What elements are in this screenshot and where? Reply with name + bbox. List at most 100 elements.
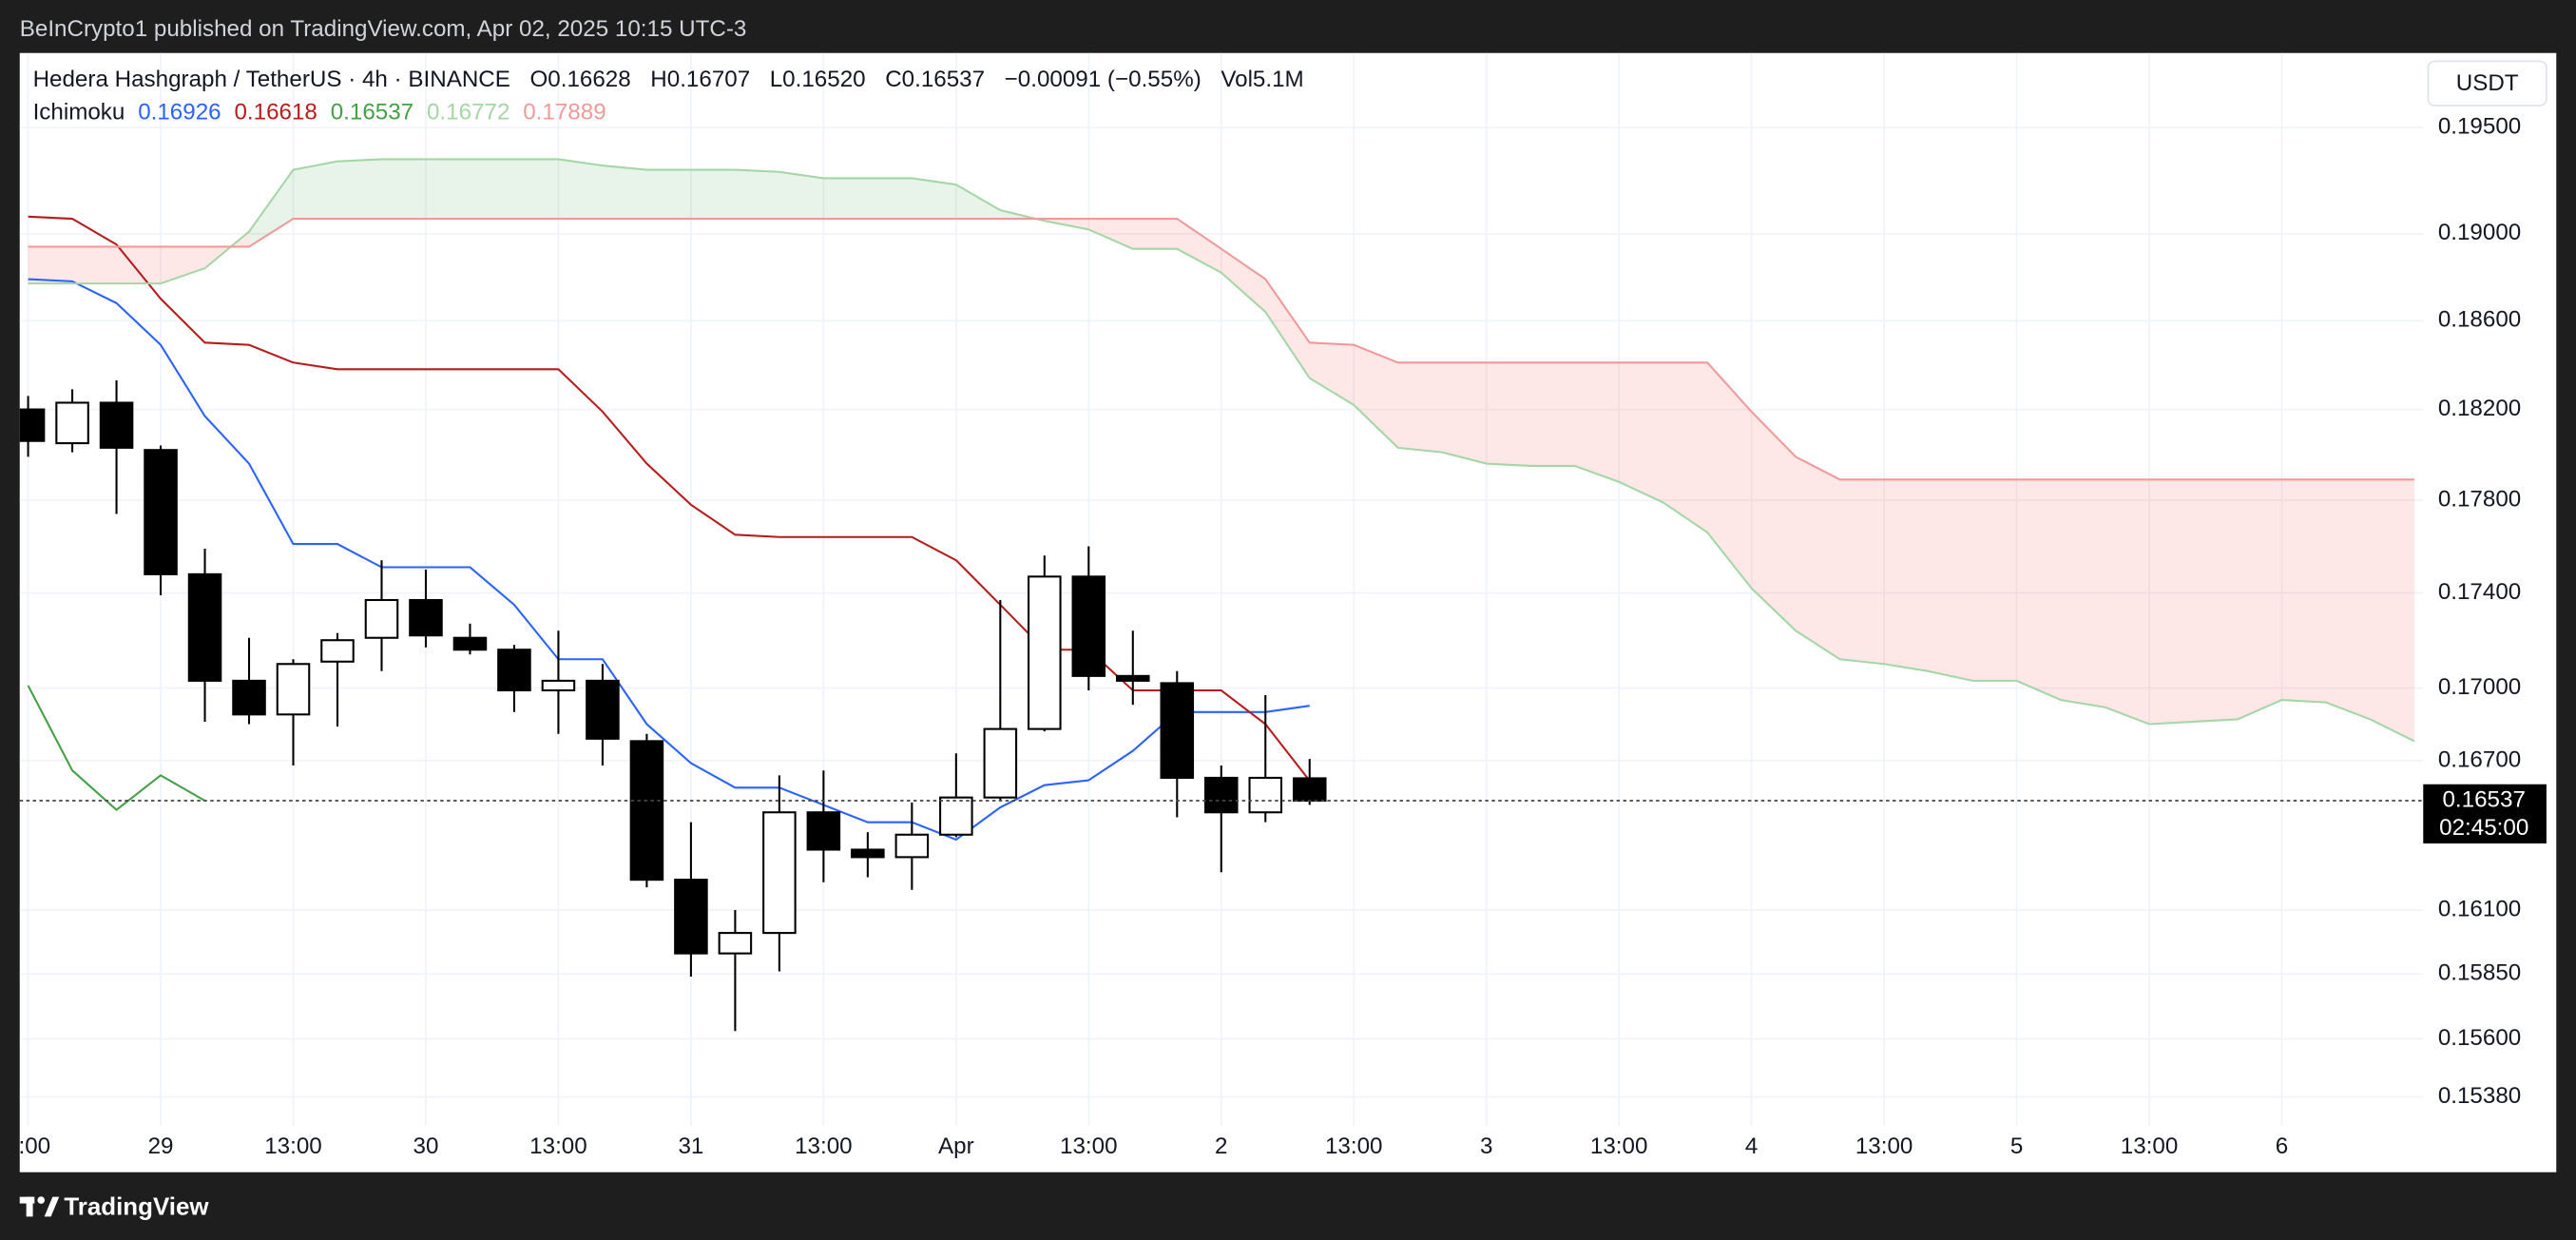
cloud-segment [1221,248,1266,312]
x-tick-label: 13:00 [264,1133,322,1159]
cloud-segment [1309,342,1355,405]
x-tick-label: 3 [1480,1133,1492,1159]
currency-box[interactable] [2427,60,2547,107]
candle-body [187,572,222,682]
cloud-segment [602,165,647,220]
x-tick-label: 3:00 [6,1133,50,1159]
cloud-segment [690,169,736,220]
cloud-segment [1177,219,1221,273]
indicator-name: Ichimoku [33,100,125,126]
candle-body [1248,776,1283,814]
candle-body [144,449,178,575]
cloud-segment [1132,219,1178,249]
cloud-segment [336,159,382,220]
y-tick-label: 0.15600 [2438,1025,2521,1051]
y-tick-label: 0.19500 [2438,114,2521,140]
y-tick-label: 0.17800 [2438,486,2521,512]
cloud-segment [2238,479,2282,720]
footer-brand: TradingView [64,1194,209,1221]
candle-body [718,932,753,955]
x-tick-label: 2 [1215,1133,1227,1159]
cloud-segment [381,159,426,220]
candle-body [1160,682,1195,779]
cloud-segment [2061,479,2105,707]
cloud-segment [513,159,559,220]
plot [19,158,2424,1032]
candle-body [629,740,664,882]
y-tick-label: 0.18200 [2438,396,2521,421]
last-price-label: 0.16537 [2442,786,2525,812]
cloud-segment [1574,362,1620,482]
indicator-line [28,158,2415,743]
candle-body [276,663,311,716]
cloud-segment [425,159,471,220]
y-tick-label: 0.16100 [2438,896,2521,921]
volume: Vol5.1M [1221,68,1303,93]
ohlc-open: O0.16628 [529,68,630,93]
cloud-segment [1265,279,1310,378]
x-tick-label: 13:00 [529,1133,587,1159]
candle-body [939,796,973,836]
cloud-segment [1088,219,1133,249]
indicator-legend: Ichimoku 0.16926 0.16618 0.16537 0.16772 0.17… [33,100,606,126]
cloud-segment [2281,479,2326,703]
candle-body [1292,777,1327,803]
legend-value: 0.17889 [523,100,606,126]
cloud-segment [2325,479,2371,720]
candle-body [99,401,134,449]
candle-body [983,727,1018,799]
cloud-segment [1663,362,1708,533]
x-tick-label: 13:00 [1060,1133,1118,1159]
cloud-segment [161,246,205,284]
candle-body [19,408,46,442]
candle-body [541,679,576,692]
axes: 0.19500 0.19000 0.18600 0.18200 0.17800 0.174… [6,114,2522,1160]
cloud-segment [1486,362,1531,466]
cloud-segment [1839,479,1885,665]
x-tick-label: 5 [2010,1133,2023,1159]
candle-body [674,879,708,955]
currency-label[interactable]: USDT [2456,70,2519,96]
candle-body [55,401,89,445]
cloud-segment [2105,479,2150,725]
candle-body [320,639,355,663]
cloud-segment [867,178,913,220]
cloud-segment [912,178,956,220]
y-tick-label: 0.19000 [2438,220,2521,245]
cloud-segment [28,246,73,284]
cloud-segment [1972,479,2017,681]
candle-body [1028,575,1062,730]
indicator-line [27,685,206,812]
cloud-segment [2193,479,2239,722]
candle-body [806,811,841,851]
x-tick-label: 13:00 [795,1133,853,1159]
x-tick-label: 31 [678,1133,703,1159]
ohlc-close: C0.16537 [885,68,985,93]
cloud-segment [293,161,337,220]
cloud-segment [1354,344,1398,448]
cloud-segment [1707,362,1752,589]
ohlc-change: −0.00091 (−0.55%) [1005,68,1201,93]
cloud-segment [1442,362,1487,464]
indicator-line [28,217,2414,481]
y-tick-label: 0.16700 [2438,746,2521,772]
candle-body [1071,575,1106,677]
legend-value: 0.16537 [331,100,413,126]
last-price-box [2423,784,2547,843]
x-tick-label: Apr [938,1133,974,1159]
ohlc-low: L0.16520 [770,68,866,93]
y-tick-label: 0.18600 [2438,307,2521,333]
candle-body [586,679,620,740]
cloud-segment [2016,479,2062,701]
logo-part [37,1196,46,1204]
cloud-segment [1751,411,1797,631]
cloud-segment [1397,362,1443,453]
x-tick-label: 29 [148,1133,174,1159]
x-tick-label: 6 [2276,1133,2288,1159]
cloud-segment [249,169,294,247]
x-tick-label: 30 [413,1133,439,1159]
cloud-segment [2370,479,2414,742]
legend-value: 0.16926 [138,100,221,126]
candle-body [364,598,399,639]
